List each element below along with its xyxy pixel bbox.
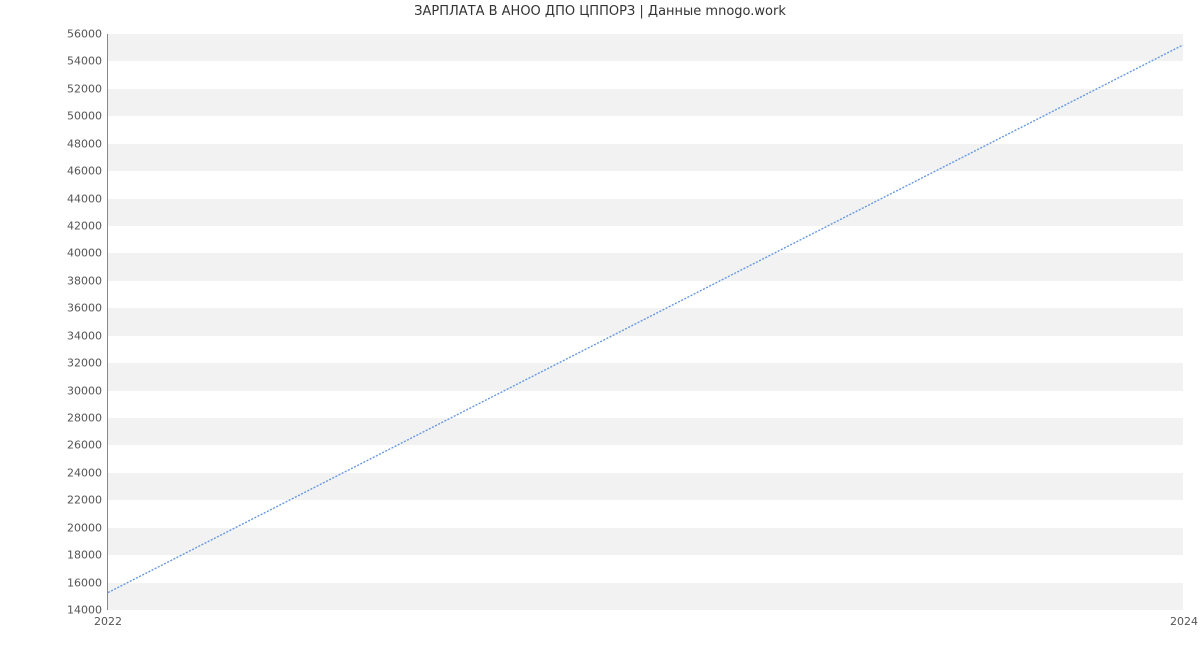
y-tick-label: 30000 xyxy=(67,384,108,397)
y-tick-label: 34000 xyxy=(67,329,108,342)
y-tick-label: 50000 xyxy=(67,110,108,123)
salary-line-chart: ЗАРПЛАТА В АНОО ДПО ЦППОРЗ | Данные mnog… xyxy=(0,0,1200,650)
x-tick-label: 2022 xyxy=(94,609,122,628)
plot-area: 1400016000180002000022000240002600028000… xyxy=(107,34,1183,610)
series-layer xyxy=(108,34,1183,609)
y-tick-label: 48000 xyxy=(67,137,108,150)
y-tick-label: 32000 xyxy=(67,357,108,370)
y-tick-label: 26000 xyxy=(67,439,108,452)
y-tick-label: 44000 xyxy=(67,192,108,205)
series-line-salary xyxy=(108,45,1183,593)
y-tick-label: 42000 xyxy=(67,220,108,233)
y-tick-label: 24000 xyxy=(67,466,108,479)
y-tick-label: 20000 xyxy=(67,521,108,534)
x-tick-label: 2024 xyxy=(1170,609,1198,628)
y-tick-label: 16000 xyxy=(67,576,108,589)
y-tick-label: 40000 xyxy=(67,247,108,260)
y-tick-label: 52000 xyxy=(67,82,108,95)
y-tick-label: 56000 xyxy=(67,28,108,41)
y-tick-label: 46000 xyxy=(67,165,108,178)
y-tick-label: 54000 xyxy=(67,55,108,68)
y-tick-label: 28000 xyxy=(67,412,108,425)
y-tick-label: 18000 xyxy=(67,549,108,562)
y-tick-label: 22000 xyxy=(67,494,108,507)
y-tick-label: 38000 xyxy=(67,274,108,287)
chart-title: ЗАРПЛАТА В АНОО ДПО ЦППОРЗ | Данные mnog… xyxy=(0,4,1200,19)
y-tick-label: 36000 xyxy=(67,302,108,315)
